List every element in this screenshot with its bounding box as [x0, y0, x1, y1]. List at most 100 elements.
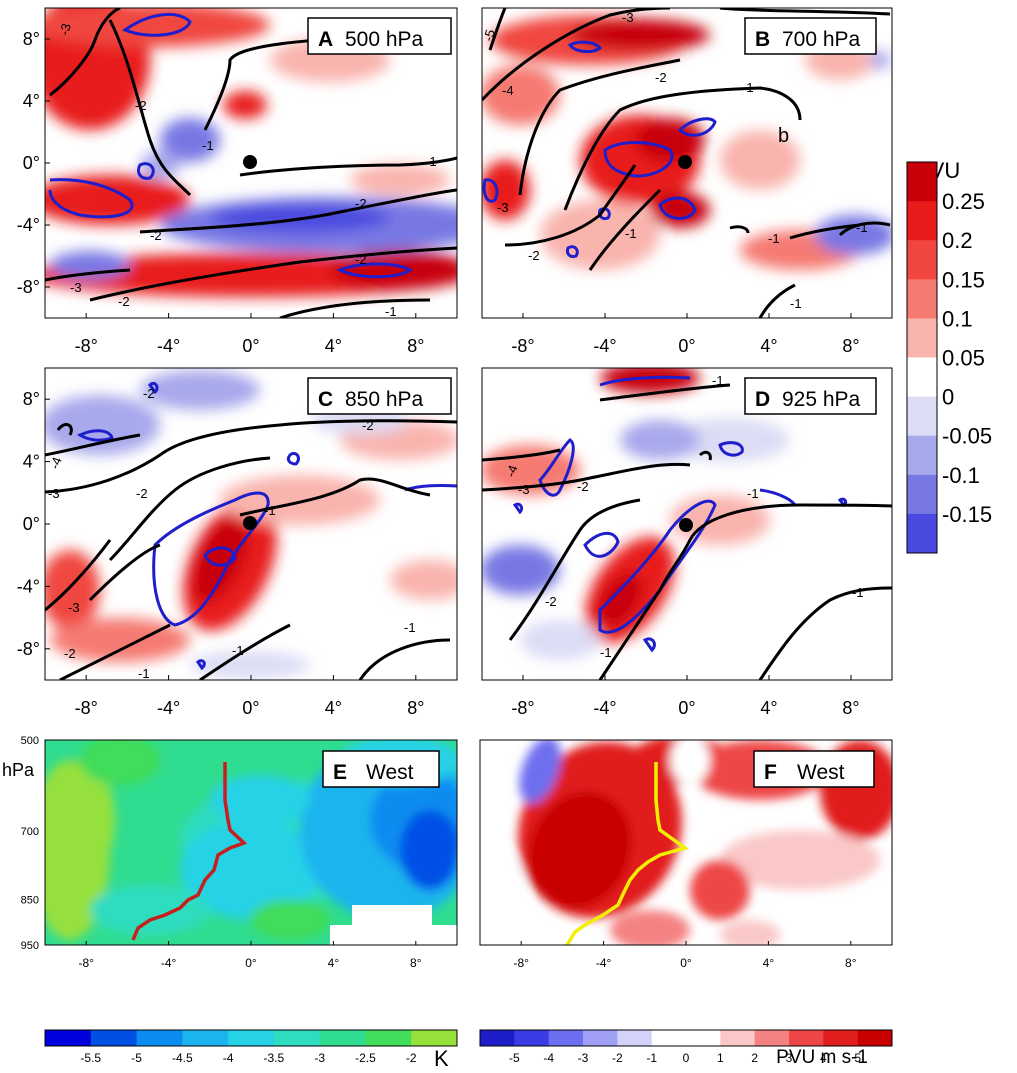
x-tick-label: 8° — [842, 698, 859, 718]
panel-letter: E — [333, 761, 347, 784]
contour-label: -1 — [138, 666, 150, 681]
contour-label: -2 — [577, 479, 589, 494]
contour-label: -2 — [118, 294, 130, 309]
x-tick-label: 0° — [680, 956, 692, 970]
pv-colorbar-cell — [907, 162, 937, 202]
pvflux-colorbar-label: -5 — [509, 1051, 520, 1065]
contour-label: -3 — [56, 22, 73, 37]
x-tick-label: -8° — [75, 698, 98, 718]
pv-colorbar-label: -0.15 — [942, 502, 992, 527]
axis-layer: -8° -4° 0° 4° 8° 8° 4° 0° -4° -8° -8° -4° 0° 4° 8° -8° -… — [2, 29, 860, 970]
temp-colorbar-cell — [228, 1030, 275, 1046]
x-tick-label: 0° — [678, 698, 695, 718]
contour-label: -2 — [150, 228, 162, 243]
y-tick-label: 950 — [21, 940, 39, 952]
pv-colorbar-cell — [907, 396, 937, 437]
x-tick-label: -8° — [513, 956, 529, 970]
contour-label: -2 — [64, 646, 76, 661]
y-tick-label: 700 — [21, 826, 39, 838]
y-tick-label: 8° — [23, 389, 40, 409]
pvflux-colorbar-cell — [754, 1030, 790, 1046]
contour-label: -2 — [355, 252, 367, 267]
pvflux-colorbar-cell — [789, 1030, 824, 1046]
contour-label: -3 — [497, 200, 509, 215]
contour-label: -4 — [503, 463, 521, 479]
pv-colorbar-cell — [907, 318, 937, 358]
x-tick-label: -8° — [75, 336, 98, 356]
x-tick-label: 0° — [678, 336, 695, 356]
contour-label: -1 — [385, 304, 397, 319]
contour-label: -3 — [68, 600, 80, 615]
contour-label: -4 — [47, 455, 65, 471]
panel-letter: F — [764, 761, 777, 784]
panel-f: F West — [479, 739, 893, 946]
pv-colorbar-cell — [907, 240, 937, 280]
contour-label: -1 — [202, 138, 214, 153]
panel-letter: C — [318, 388, 333, 411]
panel-b: -5 -4 -3 -2 -1 -3 -2 -1 -1 -1 -1 b B 700… — [480, 7, 893, 319]
temp-colorbar-frame — [44, 1029, 458, 1047]
x-tick-label: 0° — [242, 336, 259, 356]
pv-colorbar-cell — [907, 201, 937, 241]
pvflux-colorbar-cell — [720, 1030, 756, 1046]
x-tick-label: 0° — [242, 698, 259, 718]
temp-colorbar: -5.5 -5 -4.5 -4 -3.5 -3 -2.5 -2 K — [44, 1029, 458, 1071]
x-tick-label: -4° — [157, 336, 180, 356]
temp-colorbar-cell — [273, 1030, 321, 1046]
x-tick-label: 4° — [763, 956, 775, 970]
contour-label: -2 — [545, 594, 557, 609]
x-tick-label: 8° — [410, 956, 422, 970]
pvflux-colorbar-label: 0 — [683, 1051, 690, 1065]
panel-f-field — [480, 740, 892, 945]
contour-label: -2 — [136, 486, 148, 501]
y-tick-label: -4° — [17, 576, 40, 596]
contour-label: -3 — [622, 10, 634, 25]
contour-label: -5 — [480, 28, 497, 43]
pv-colorbar-label: 0.15 — [942, 267, 985, 292]
contour-label: -3 — [48, 486, 60, 501]
panel-level: 500 hPa — [345, 28, 424, 51]
y-tick-label: 500 — [21, 735, 39, 747]
pvflux-colorbar-unit: PVU m s-1 — [776, 1047, 868, 1068]
pvflux-colorbar-label: -3 — [578, 1051, 589, 1065]
pvflux-colorbar-cell — [514, 1030, 550, 1046]
temp-colorbar-cell — [411, 1030, 458, 1046]
y-tick-label: 4° — [23, 452, 40, 472]
x-tick-label: -4° — [157, 698, 180, 718]
y-tick-label: 0° — [23, 153, 40, 173]
x-tick-label: 8° — [407, 698, 424, 718]
contour-label: -3 — [518, 482, 530, 497]
x-tick-label: -4° — [593, 698, 616, 718]
x-tick-label: -4° — [161, 956, 177, 970]
x-tick-label: -4° — [593, 336, 616, 356]
pvflux-colorbar-cell — [686, 1030, 721, 1046]
temp-colorbar-cell — [90, 1030, 138, 1046]
temp-colorbar-cell — [319, 1030, 366, 1046]
x-tick-label: -8° — [511, 336, 534, 356]
panel-d: -1 -4 -3 -2 -1 -2 -1 -1 D 925 hPa — [481, 367, 893, 681]
x-tick-label: 4° — [760, 698, 777, 718]
pvflux-colorbar-label: 3 — [786, 1051, 793, 1065]
pvflux-colorbar: -5 -4 -3 -2 -1 0 1 2 3 4 5 PVU m s-1 — [479, 1029, 893, 1068]
x-tick-label: -8° — [511, 698, 534, 718]
x-tick-label: 8° — [845, 956, 857, 970]
pvflux-colorbar-cell — [480, 1030, 515, 1046]
contour-label: -1 — [852, 585, 864, 600]
panel-level: 850 hPa — [345, 388, 424, 411]
x-tick-label: 4° — [328, 956, 340, 970]
pv-colorbar-label: -0.05 — [942, 424, 992, 449]
temp-colorbar-cell — [365, 1030, 412, 1046]
pv-colorbar-label: -0.1 — [942, 463, 980, 488]
temp-colorbar-label: -3.5 — [264, 1051, 285, 1065]
temp-colorbar-label: -4.5 — [172, 1051, 193, 1065]
contour-label: -1 — [425, 154, 437, 169]
pv-colorbar-frame — [906, 161, 938, 554]
contour-label: -1 — [790, 296, 802, 311]
temp-colorbar-label: -2 — [406, 1051, 417, 1065]
temp-colorbar-label: -5.5 — [80, 1051, 101, 1065]
pvflux-colorbar-cell — [857, 1030, 893, 1046]
temp-colorbar-unit: K — [434, 1046, 449, 1071]
pv-colorbar-label: 0.2 — [942, 228, 973, 253]
panel-e-field — [45, 740, 457, 945]
